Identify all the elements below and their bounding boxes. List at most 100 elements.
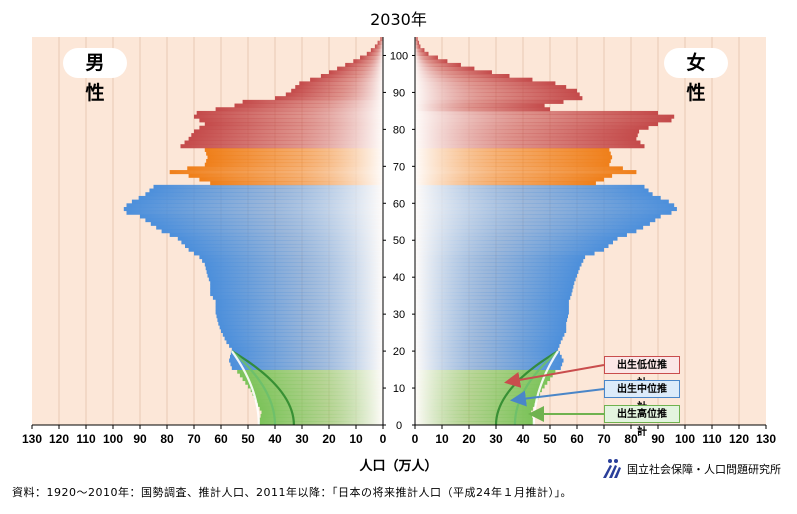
male-bar-age-25: [221, 328, 383, 334]
male-bar-age-82: [199, 118, 383, 123]
female-bar-age-37: [415, 284, 574, 289]
female-bar-age-100: [415, 51, 429, 56]
female-bar-age-5: [415, 402, 535, 407]
male-bar-age-76: [184, 140, 383, 145]
male-bar-age-69: [187, 166, 383, 171]
source-note: 資料：1920～2010年：国勢調査、推計人口、2011年以降：「日本の将来推計…: [12, 486, 572, 499]
female-x-tick-label: 40: [516, 432, 530, 446]
female-bar-age-18: [415, 354, 562, 359]
female-x-tick-label: 30: [489, 432, 503, 446]
male-bar-age-102: [374, 44, 383, 49]
female-bar-age-91: [415, 85, 567, 90]
male-bar-age-24: [222, 332, 383, 337]
male-bar-age-92: [299, 81, 383, 86]
male-bar-age-54: [150, 221, 383, 226]
male-bar-age-19: [230, 351, 383, 356]
male-bar-age-59: [126, 203, 383, 208]
female-bar-age-86: [415, 103, 545, 108]
female-bar-age-63: [415, 188, 649, 193]
male-bar-age-97: [345, 62, 383, 67]
male-side-label: 男 性: [63, 48, 127, 104]
female-bar-age-29: [415, 314, 568, 319]
institute-logo-icon: [603, 459, 621, 478]
male-x-tick-label: 30: [295, 432, 309, 446]
female-bar-age-99: [415, 55, 438, 60]
male-x-tick-label: 10: [349, 432, 363, 446]
male-bar-age-71: [206, 158, 383, 164]
male-bar-age-91: [295, 85, 383, 90]
female-bar-age-34: [415, 295, 571, 300]
female-bar-age-32: [415, 303, 569, 308]
chart-title: 2030年: [370, 10, 427, 29]
female-bar-age-51: [415, 232, 627, 237]
female-bar-age-74: [415, 147, 610, 152]
male-bar-age-96: [337, 66, 383, 71]
male-bar-age-78: [191, 133, 383, 138]
male-bar-age-16: [230, 362, 383, 367]
female-bar-age-38: [415, 280, 575, 285]
female-bar-age-52: [415, 229, 637, 234]
male-bar-age-75: [180, 144, 383, 149]
female-bar-age-50: [415, 236, 618, 241]
female-bar-age-36: [415, 288, 573, 293]
female-bar-age-94: [415, 73, 510, 79]
female-bar-age-46: [415, 251, 595, 256]
male-bar-age-88: [275, 96, 383, 101]
male-bar-age-35: [210, 292, 383, 297]
female-bar-age-57: [415, 210, 672, 215]
age-tick-label: 0: [396, 420, 402, 432]
male-bar-age-7: [254, 395, 383, 400]
organization-name: 国立社会保障・人口問題研究所: [627, 463, 781, 476]
male-bar-age-47: [188, 247, 383, 252]
female-bar-age-31: [415, 306, 569, 311]
female-bar-age-27: [415, 321, 567, 326]
female-bar-age-101: [415, 48, 425, 53]
male-bar-age-18: [230, 354, 383, 359]
male-bar-age-17: [229, 358, 383, 363]
male-bar-age-77: [188, 136, 383, 141]
male-bar-age-101: [370, 48, 383, 53]
male-variant-curve-0: [231, 350, 295, 426]
female-bar-age-53: [415, 225, 644, 230]
male-bar-age-29: [216, 314, 383, 319]
male-bar-age-98: [353, 59, 383, 64]
female-bar-age-42: [415, 266, 580, 271]
female-bar-age-102: [415, 44, 421, 49]
male-bar-age-65: [210, 181, 383, 186]
male-bar-age-3: [261, 410, 383, 415]
male-bar-age-84: [196, 110, 383, 115]
male-bar-age-41: [206, 269, 383, 274]
female-bar-age-49: [415, 240, 613, 245]
male-bar-age-26: [219, 325, 383, 330]
female-bar-age-67: [415, 173, 613, 178]
female-bar-age-93: [415, 77, 533, 82]
female-x-tick-label: 0: [412, 432, 419, 446]
female-bar-age-0: [415, 421, 534, 426]
male-bar-age-99: [360, 55, 383, 60]
female-bar-age-8: [415, 391, 541, 396]
male-bar-age-51: [169, 232, 383, 237]
female-bar-age-72: [415, 155, 613, 160]
female-x-tick-label: 70: [597, 432, 611, 446]
female-bar-age-81: [415, 122, 658, 127]
male-bar-age-73: [206, 151, 383, 156]
female-x-tick-label: 60: [570, 432, 584, 446]
male-bar-age-15: [231, 365, 383, 370]
female-bar-age-98: [415, 59, 448, 64]
male-bar-age-55: [145, 218, 383, 223]
female-bar-age-54: [415, 221, 650, 226]
age-tick-label: 20: [393, 346, 405, 358]
female-bar-age-73: [415, 151, 611, 156]
male-bar-age-64: [153, 184, 383, 189]
female-bar-age-41: [415, 269, 579, 274]
male-bar-age-48: [185, 243, 383, 249]
male-bar-age-49: [181, 240, 383, 245]
male-bar-age-10: [248, 384, 383, 389]
female-bar-age-69: [415, 166, 623, 171]
female-bar-age-87: [415, 99, 564, 104]
female-bar-age-75: [415, 144, 645, 149]
male-bar-age-21: [229, 343, 383, 348]
male-x-tick-label: 110: [76, 432, 96, 446]
female-x-tick-label: 50: [543, 432, 557, 446]
